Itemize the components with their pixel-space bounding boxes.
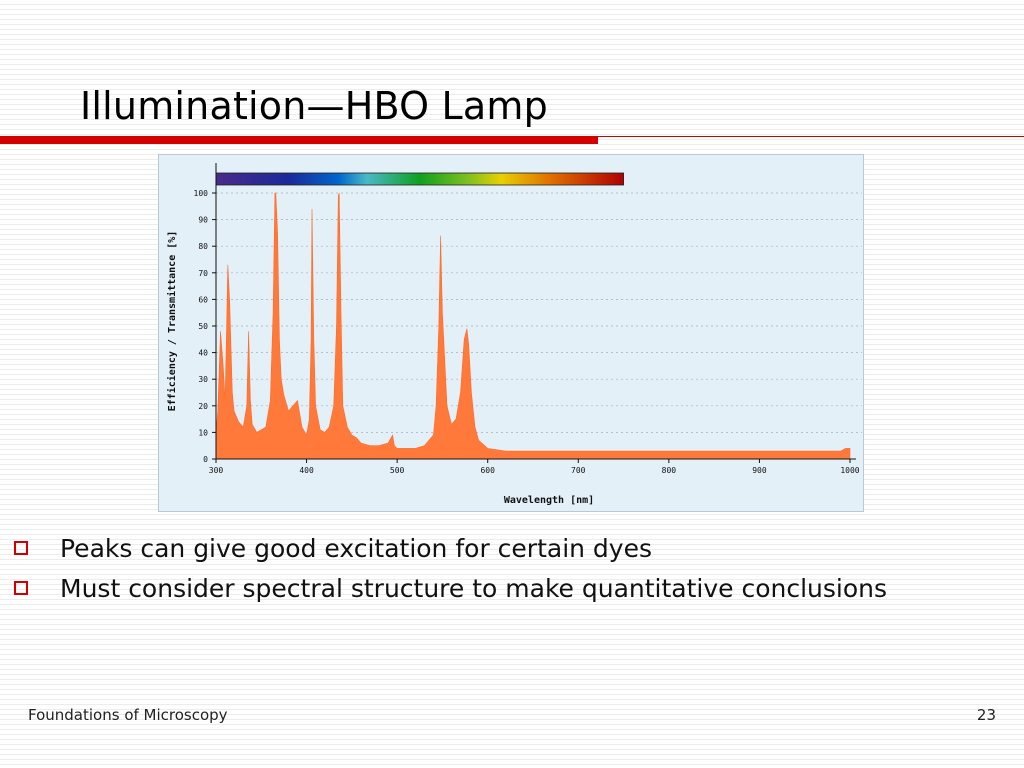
y-axis-label: Efficiency / Transmittance [%]: [166, 231, 178, 412]
spectrum-chart-svg: 300 400 500 600 700 800 900 1000 0 10 20 30 40 50 60 7…: [166, 163, 862, 506]
spectrum-series-area: [215, 192, 851, 460]
x-axis-ticks: 300 400 500 600 700 800 900 1000: [209, 459, 860, 475]
y-tick-label: 60: [198, 295, 208, 304]
bullet-text: Peaks can give good excitation for certa…: [60, 533, 653, 563]
bullet-item: Must consider spectral structure to make…: [14, 568, 887, 608]
x-axis-label: Wavelength [nm]: [504, 495, 594, 506]
y-tick-label: 70: [198, 269, 208, 278]
y-tick-label: 30: [198, 375, 208, 384]
hollow-square-icon: [14, 581, 28, 595]
bullet-text: Must consider spectral structure to make…: [60, 573, 888, 603]
footer-title: Foundations of Microscopy: [28, 706, 228, 724]
hollow-square-icon: [14, 541, 28, 555]
y-tick-label: 40: [198, 349, 208, 358]
x-tick-label: 900: [752, 466, 767, 475]
y-axis-ticks: 0 10 20 30 40 50 60 70 80 90 100: [194, 189, 216, 464]
y-tick-label: 50: [198, 322, 208, 331]
x-tick-label: 500: [390, 466, 405, 475]
slide-title: Illumination—HBO Lamp: [80, 84, 548, 128]
y-tick-label: 0: [203, 455, 208, 464]
bullet-item: Peaks can give good excitation for certa…: [14, 528, 887, 568]
y-tick-label: 80: [198, 242, 208, 251]
y-tick-label: 90: [198, 216, 208, 225]
title-rule-accent: [0, 136, 598, 144]
bullet-list: Peaks can give good excitation for certa…: [14, 528, 887, 608]
x-tick-label: 400: [299, 466, 314, 475]
x-tick-label: 700: [571, 466, 586, 475]
slide-number: 23: [976, 706, 996, 724]
y-tick-label: 10: [198, 428, 208, 437]
x-tick-label: 1000: [840, 466, 859, 475]
y-tick-label: 100: [194, 189, 209, 198]
x-tick-label: 600: [480, 466, 495, 475]
spectrum-chart: 300 400 500 600 700 800 900 1000 0 10 20 30 40 50 60 7…: [158, 154, 864, 512]
x-tick-label: 300: [209, 466, 224, 475]
y-tick-label: 20: [198, 402, 208, 411]
x-tick-label: 800: [662, 466, 677, 475]
visible-spectrum-bar: [215, 172, 624, 186]
